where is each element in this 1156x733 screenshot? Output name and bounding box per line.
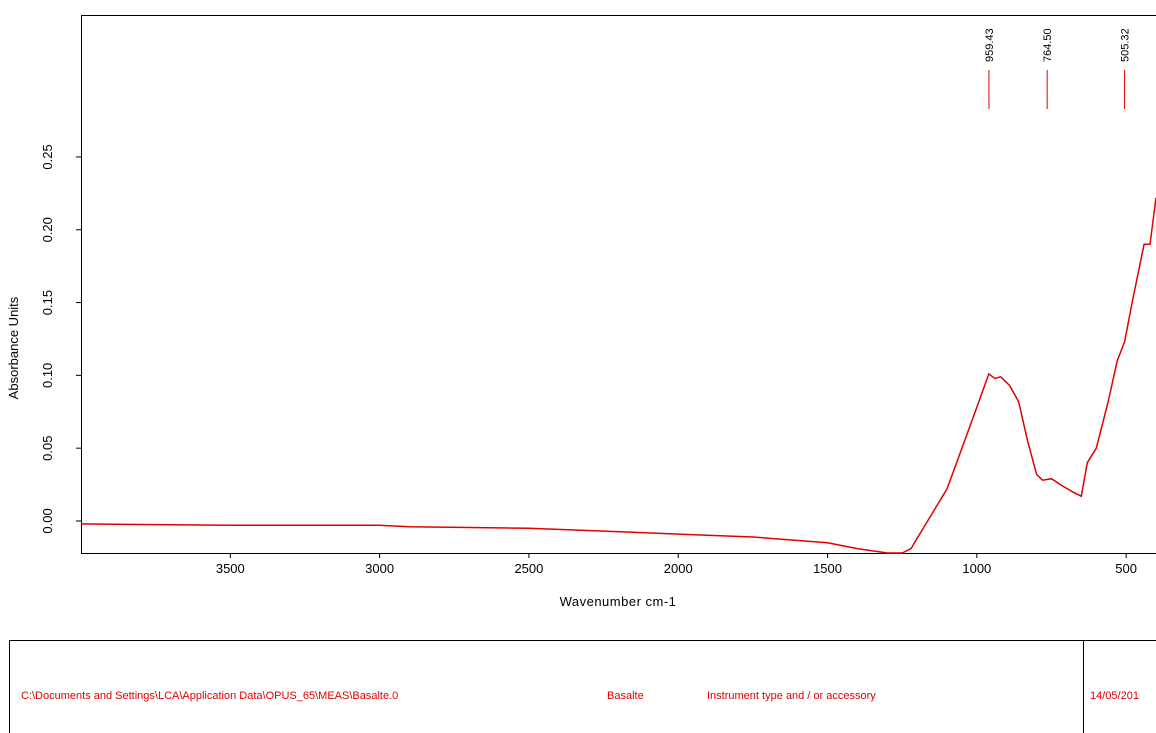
y-tick-label: 0.15 xyxy=(40,290,55,315)
y-tick-label: 0.00 xyxy=(40,508,55,533)
y-tick-label: 0.25 xyxy=(40,144,55,169)
peak-label: 959.43 xyxy=(984,28,996,62)
plot-frame xyxy=(81,15,1156,554)
x-axis-label: Wavenumber cm-1 xyxy=(560,594,677,609)
x-tick-label: 2500 xyxy=(514,561,543,576)
footer-box xyxy=(9,640,1156,733)
x-tick-label: 3500 xyxy=(216,561,245,576)
footer-path: C:\Documents and Settings\LCA\Applicatio… xyxy=(21,690,398,702)
x-tick-label: 2000 xyxy=(664,561,693,576)
x-tick-label: 1500 xyxy=(813,561,842,576)
x-tick-label: 1000 xyxy=(962,561,991,576)
footer-date: 14/05/201 xyxy=(1090,690,1139,702)
peak-label: 505.32 xyxy=(1120,28,1132,62)
peak-label: 764.50 xyxy=(1042,28,1054,62)
x-tick-label: 500 xyxy=(1115,561,1137,576)
y-tick-label: 0.05 xyxy=(40,436,55,461)
y-axis-label: Absorbance Units xyxy=(6,296,21,399)
spectrum-line xyxy=(80,197,1156,554)
footer-instrument: Instrument type and / or accessory xyxy=(707,690,876,702)
y-tick-label: 0.20 xyxy=(40,217,55,242)
footer-sample: Basalte xyxy=(607,690,644,702)
x-tick-label: 3000 xyxy=(365,561,394,576)
y-tick-label: 0.10 xyxy=(40,363,55,388)
